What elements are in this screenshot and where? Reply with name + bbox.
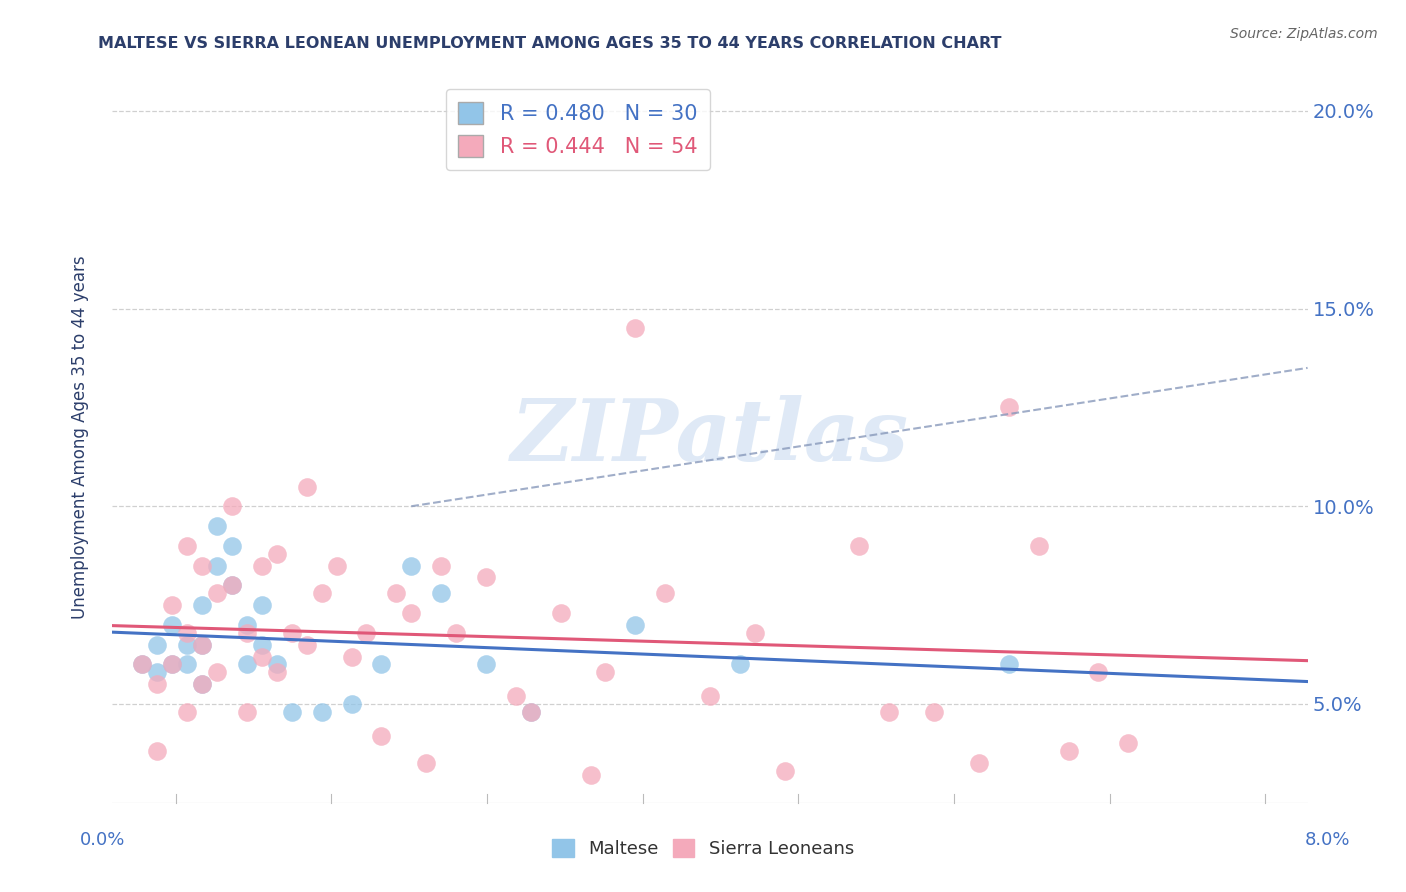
Point: [1057, 744, 1080, 758]
Point: [191, 638, 214, 652]
Point: [430, 558, 453, 573]
Point: [236, 657, 259, 672]
Point: [221, 500, 243, 514]
Point: [281, 625, 304, 640]
Point: [922, 705, 945, 719]
Point: [998, 657, 1021, 672]
Point: [624, 618, 647, 632]
Point: [176, 539, 198, 553]
Point: [356, 625, 378, 640]
Point: [205, 519, 228, 533]
Point: [205, 665, 228, 680]
Point: [415, 756, 437, 771]
Point: [266, 547, 288, 561]
Point: [385, 586, 408, 600]
Point: [624, 321, 647, 335]
Point: [266, 657, 288, 672]
Point: [998, 401, 1021, 415]
Point: [773, 764, 796, 779]
Point: [250, 598, 273, 612]
Legend: Maltese, Sierra Leoneans: Maltese, Sierra Leoneans: [544, 831, 862, 865]
Point: [295, 638, 318, 652]
Point: [1118, 737, 1140, 751]
Point: [176, 638, 198, 652]
Legend: R = 0.480   N = 30, R = 0.444   N = 54: R = 0.480 N = 30, R = 0.444 N = 54: [446, 89, 710, 169]
Point: [205, 558, 228, 573]
Point: [146, 638, 169, 652]
Point: [176, 657, 198, 672]
Point: [205, 586, 228, 600]
Point: [401, 558, 423, 573]
Point: [176, 705, 198, 719]
Point: [221, 539, 243, 553]
Point: [550, 606, 572, 620]
Text: ZIPatlas: ZIPatlas: [510, 395, 910, 479]
Point: [311, 586, 333, 600]
Point: [340, 697, 363, 711]
Point: [728, 657, 751, 672]
Point: [162, 657, 183, 672]
Point: [236, 618, 259, 632]
Point: [430, 586, 453, 600]
Text: Source: ZipAtlas.com: Source: ZipAtlas.com: [1230, 27, 1378, 41]
Point: [370, 657, 392, 672]
Point: [131, 657, 153, 672]
Point: [250, 558, 273, 573]
Point: [370, 729, 392, 743]
Point: [579, 768, 602, 782]
Point: [191, 677, 214, 691]
Point: [699, 689, 721, 703]
Point: [877, 705, 901, 719]
Point: [191, 598, 214, 612]
Point: [325, 558, 347, 573]
Point: [520, 705, 543, 719]
Text: 8.0%: 8.0%: [1305, 831, 1350, 849]
Point: [848, 539, 870, 553]
Point: [340, 649, 363, 664]
Point: [1087, 665, 1109, 680]
Point: [146, 677, 169, 691]
Point: [162, 618, 183, 632]
Point: [236, 705, 259, 719]
Point: [191, 558, 214, 573]
Point: [967, 756, 990, 771]
Point: [401, 606, 423, 620]
Point: [221, 578, 243, 592]
Point: [266, 665, 288, 680]
Point: [146, 744, 169, 758]
Point: [744, 625, 766, 640]
Point: [250, 638, 273, 652]
Point: [505, 689, 527, 703]
Point: [191, 638, 214, 652]
Point: [250, 649, 273, 664]
Point: [654, 586, 676, 600]
Point: [444, 625, 467, 640]
Point: [595, 665, 617, 680]
Point: [176, 625, 198, 640]
Point: [475, 657, 498, 672]
Point: [520, 705, 543, 719]
Text: MALTESE VS SIERRA LEONEAN UNEMPLOYMENT AMONG AGES 35 TO 44 YEARS CORRELATION CHA: MALTESE VS SIERRA LEONEAN UNEMPLOYMENT A…: [98, 36, 1002, 51]
Point: [295, 479, 318, 493]
Point: [281, 705, 304, 719]
Y-axis label: Unemployment Among Ages 35 to 44 years: Unemployment Among Ages 35 to 44 years: [70, 255, 89, 619]
Point: [236, 625, 259, 640]
Point: [131, 657, 153, 672]
Point: [1028, 539, 1050, 553]
Point: [191, 677, 214, 691]
Point: [311, 705, 333, 719]
Text: 0.0%: 0.0%: [80, 831, 125, 849]
Point: [221, 578, 243, 592]
Point: [475, 570, 498, 584]
Point: [162, 657, 183, 672]
Point: [146, 665, 169, 680]
Point: [162, 598, 183, 612]
